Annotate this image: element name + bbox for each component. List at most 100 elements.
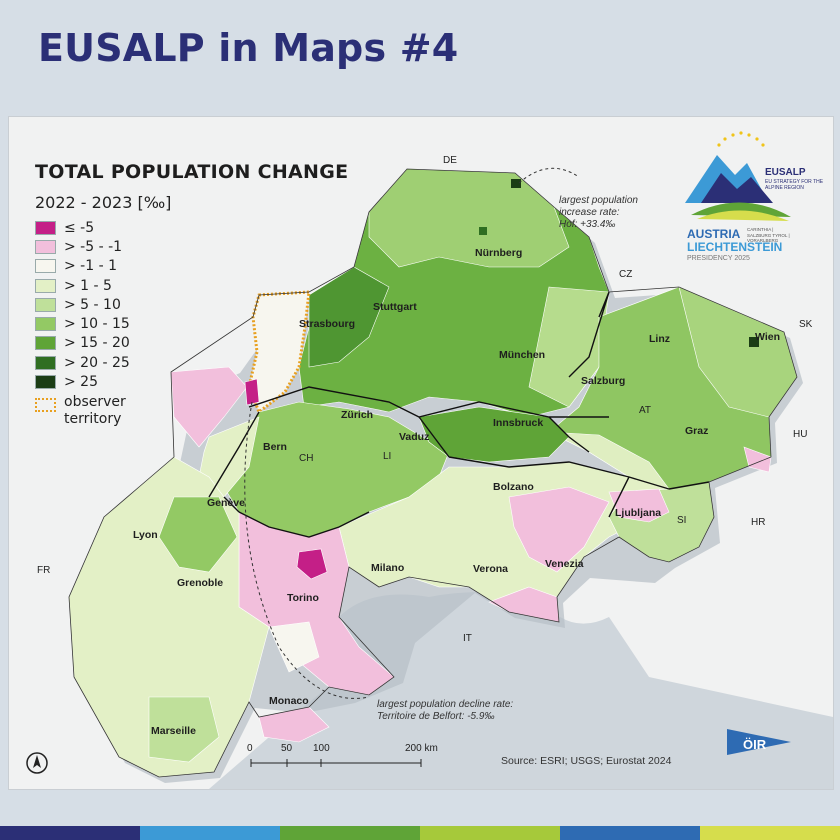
country-fr: FR	[37, 565, 51, 576]
city-munchen: München	[499, 349, 546, 361]
bottom-bar-segment	[0, 826, 140, 840]
oir-logo-text: ÖIR	[743, 737, 767, 752]
legend-label: > 15 - 20	[64, 335, 130, 352]
bottom-color-bar	[0, 826, 840, 840]
country-at: AT	[639, 405, 652, 416]
decline-annotation: largest population decline rate: Territo…	[377, 699, 513, 723]
city-torino: Torino	[287, 592, 319, 604]
scale-bar	[250, 759, 422, 767]
legend-label: > -5 - -1	[64, 238, 123, 255]
bottom-bar-segment	[700, 826, 840, 840]
observer-label: observer territory	[64, 393, 126, 427]
legend-swatch	[35, 317, 56, 332]
region-torino-magenta	[296, 548, 328, 580]
legend-swatch	[35, 375, 56, 390]
legend-swatch	[35, 239, 56, 254]
observer-swatch	[35, 397, 56, 412]
scale-tick-50: 50	[281, 743, 293, 754]
decline-line-1: largest population decline rate:	[377, 699, 514, 710]
legend-swatch	[35, 259, 56, 274]
region-tyrol	[418, 406, 570, 463]
increase-annotation: largest population increase rate: Hof: +…	[559, 195, 638, 231]
region-belfort-magenta	[244, 378, 260, 406]
city-monaco: Monaco	[269, 695, 309, 707]
region-france-jura-pink	[170, 366, 248, 448]
city-bern: Bern	[263, 441, 287, 453]
increase-line-3: Hof: +33.4‰	[559, 219, 616, 230]
decline-line-2: Territoire de Belfort: -5.9‰	[377, 711, 495, 722]
legend-period: 2022 - 2023 [‰]	[35, 193, 172, 212]
legend-swatch	[35, 220, 56, 235]
city-innsbruck: Innsbruck	[493, 417, 544, 429]
legend-label: > -1 - 1	[64, 258, 117, 275]
region-france-south	[148, 696, 220, 763]
city-graz: Graz	[685, 425, 709, 437]
region-torino-white	[268, 621, 320, 673]
eusalp-logo: EUSALP EU STRATEGY FOR THE ALPINE REGION…	[681, 129, 823, 271]
city-lyon: Lyon	[133, 529, 158, 541]
city-milano: Milano	[371, 562, 405, 574]
region-veneto-pink	[508, 486, 610, 573]
country-hu: HU	[793, 429, 808, 440]
eusalp-wordmark: EUSALP	[765, 167, 806, 178]
oir-logo-icon	[727, 729, 791, 755]
national-borders	[208, 291, 710, 538]
increase-line-1: largest population	[559, 195, 638, 206]
country-de: DE	[443, 155, 457, 166]
source-note: Source: ESRI; USGS; Eurostat 2024	[501, 755, 672, 767]
region-observer-alsace	[247, 290, 311, 415]
country-hr: HR	[751, 517, 766, 528]
country-si: SI	[677, 515, 687, 526]
city-strasbourg: Strasbourg	[299, 318, 356, 330]
region-hungary-border-pink	[743, 446, 772, 473]
legend-item: ≤ -5	[35, 218, 348, 237]
presidency-regions: CARINTHIA | SALZBURG TYROL | VORARLBERG	[747, 227, 790, 243]
map-frame: TOTAL POPULATION CHANGE 2022 - 2023 [‰] …	[8, 116, 834, 790]
legend-label: > 5 - 10	[64, 296, 121, 313]
presidency-liechtenstein: LIECHTENSTEIN	[687, 240, 783, 254]
country-it: IT	[463, 633, 472, 644]
country-sk: SK	[799, 319, 813, 330]
bottom-bar-segment	[280, 826, 420, 840]
country-ch: CH	[299, 453, 314, 464]
region-france-savoie	[158, 496, 238, 573]
region-nurnberg-dark	[479, 227, 487, 235]
region-slovenia-pink	[608, 488, 670, 523]
city-verona: Verona	[473, 563, 509, 575]
city-stuttgart: Stuttgart	[373, 301, 417, 313]
region-wien-darkest	[749, 337, 759, 347]
region-switzerland	[223, 401, 450, 538]
city-grenoble: Grenoble	[177, 577, 224, 589]
city-zurich: Zürich	[341, 409, 374, 421]
region-hof-darkest	[511, 179, 521, 188]
legend-item: > -1 - 1	[35, 257, 348, 276]
country-li: LI	[383, 451, 392, 462]
city-marseille: Marseille	[151, 725, 196, 737]
legend-observer: observer territory	[35, 394, 348, 428]
city-nurnberg: Nürnberg	[475, 247, 523, 259]
presidency-year: PRESIDENCY 2025	[687, 255, 750, 262]
legend-label: > 20 - 25	[64, 354, 130, 371]
increase-leader	[518, 167, 580, 184]
legend-item: > 20 - 25	[35, 353, 348, 372]
decline-leader	[244, 401, 370, 699]
legend-swatch	[35, 278, 56, 293]
bottom-bar-segment	[560, 826, 700, 840]
legend-swatch	[35, 297, 56, 312]
north-arrow-icon	[26, 752, 48, 774]
scale-tick-100: 100	[313, 743, 330, 754]
legend-classes: ≤ -5 > -5 - -1 > -1 - 1 > 1 - 5 > 5 - 10 > 10…	[35, 218, 348, 392]
map-legend: TOTAL POPULATION CHANGE 2022 - 2023 [‰] …	[35, 161, 348, 428]
legend-item: > 25	[35, 372, 348, 391]
legend-swatch	[35, 355, 56, 370]
eusalp-mountain-icon	[685, 131, 791, 221]
legend-item: > 5 - 10	[35, 295, 348, 314]
page-title: EUSALP in Maps #4	[38, 26, 459, 70]
city-salzburg: Salzburg	[581, 375, 626, 387]
city-wien: Wien	[755, 331, 780, 343]
city-geneve: Genève	[207, 497, 245, 509]
legend-item: > 15 - 20	[35, 334, 348, 353]
eusalp-subline: EU STRATEGY FOR THE ALPINE REGION	[765, 179, 824, 191]
map-canvas	[68, 167, 833, 789]
city-bolzano: Bolzano	[493, 481, 534, 493]
